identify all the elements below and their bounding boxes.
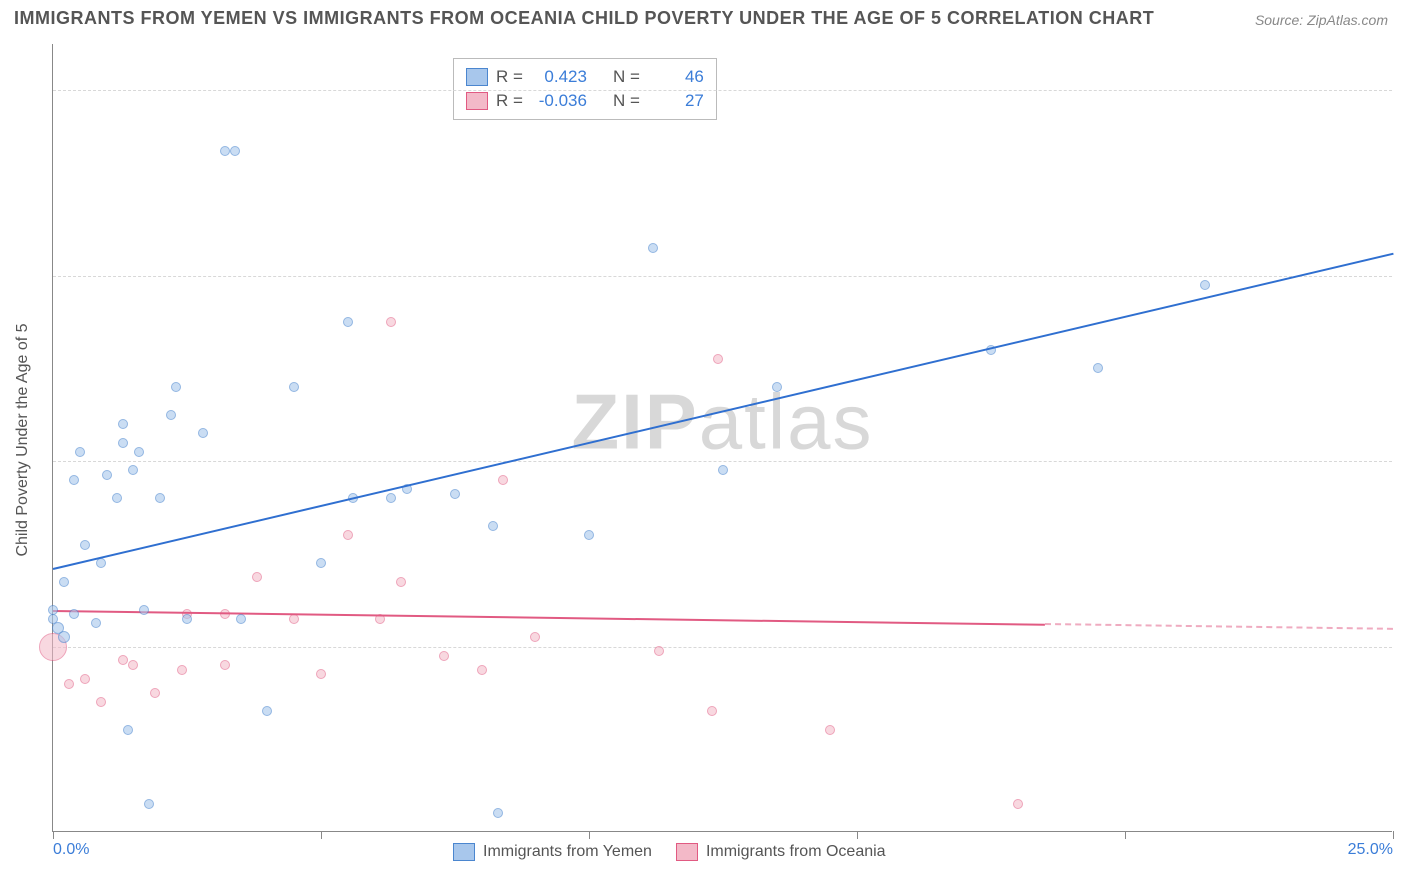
yemen-point xyxy=(316,558,326,568)
oceania-point xyxy=(118,655,128,665)
yemen-point xyxy=(772,382,782,392)
oceania-point xyxy=(128,660,138,670)
swatch-oceania xyxy=(466,92,488,110)
gridline-h xyxy=(53,461,1392,462)
yemen-point xyxy=(59,577,69,587)
yemen-point xyxy=(134,447,144,457)
yemen-point xyxy=(155,493,165,503)
yemen-point xyxy=(584,530,594,540)
x-tick xyxy=(1125,831,1126,839)
yemen-point xyxy=(58,631,70,643)
yemen-point xyxy=(118,438,128,448)
yemen-point xyxy=(450,489,460,499)
oceania-point xyxy=(654,646,664,656)
yemen-point xyxy=(493,808,503,818)
yemen-point xyxy=(1093,363,1103,373)
yemen-point xyxy=(69,609,79,619)
oceania-trendline xyxy=(1045,623,1393,630)
y-tick-label: 20.0% xyxy=(1397,638,1406,656)
stats-row-yemen: R = 0.423 N = 46 xyxy=(466,65,704,89)
plot-area: ZIPatlas R = 0.423 N = 46 R = -0.036 N =… xyxy=(52,44,1392,832)
oceania-point xyxy=(252,572,262,582)
bottom-legend: Immigrants from Yemen Immigrants from Oc… xyxy=(453,843,886,861)
y-tick-label: 60.0% xyxy=(1397,267,1406,285)
x-tick-label: 0.0% xyxy=(53,841,89,859)
yemen-point xyxy=(220,146,230,156)
oceania-point xyxy=(343,530,353,540)
y-axis-label: Child Poverty Under the Age of 5 xyxy=(14,323,32,556)
y-tick-label: 80.0% xyxy=(1397,81,1406,99)
oceania-point xyxy=(150,688,160,698)
x-tick xyxy=(589,831,590,839)
watermark: ZIPatlas xyxy=(571,376,873,467)
stats-row-oceania: R = -0.036 N = 27 xyxy=(466,89,704,113)
legend-item-yemen: Immigrants from Yemen xyxy=(453,843,652,861)
x-tick xyxy=(321,831,322,839)
y-tick-label: 40.0% xyxy=(1397,452,1406,470)
oceania-point xyxy=(220,660,230,670)
yemen-trendline xyxy=(53,253,1393,570)
oceania-point xyxy=(825,725,835,735)
yemen-point xyxy=(198,428,208,438)
yemen-point xyxy=(166,410,176,420)
oceania-point xyxy=(316,669,326,679)
yemen-point xyxy=(123,725,133,735)
oceania-point xyxy=(498,475,508,485)
oceania-point xyxy=(64,679,74,689)
yemen-point xyxy=(80,540,90,550)
oceania-point xyxy=(177,665,187,675)
oceania-trendline xyxy=(53,610,1045,626)
yemen-point xyxy=(171,382,181,392)
x-tick-label: 25.0% xyxy=(1348,841,1393,859)
oceania-point xyxy=(396,577,406,587)
x-tick xyxy=(53,831,54,839)
yemen-point xyxy=(230,146,240,156)
oceania-point xyxy=(386,317,396,327)
yemen-point xyxy=(343,317,353,327)
oceania-point xyxy=(530,632,540,642)
oceania-point xyxy=(1013,799,1023,809)
yemen-point xyxy=(488,521,498,531)
oceania-point xyxy=(477,665,487,675)
x-tick xyxy=(1393,831,1394,839)
yemen-point xyxy=(96,558,106,568)
legend-item-oceania: Immigrants from Oceania xyxy=(676,843,886,861)
yemen-point xyxy=(128,465,138,475)
yemen-point xyxy=(236,614,246,624)
stats-legend-box: R = 0.423 N = 46 R = -0.036 N = 27 xyxy=(453,58,717,120)
chart-container: IMMIGRANTS FROM YEMEN VS IMMIGRANTS FROM… xyxy=(0,0,1406,892)
oceania-point xyxy=(439,651,449,661)
yemen-point xyxy=(139,605,149,615)
swatch-oceania xyxy=(676,843,698,861)
x-tick xyxy=(857,831,858,839)
yemen-point xyxy=(1200,280,1210,290)
yemen-point xyxy=(144,799,154,809)
yemen-point xyxy=(69,475,79,485)
yemen-point xyxy=(182,614,192,624)
yemen-point xyxy=(386,493,396,503)
yemen-point xyxy=(262,706,272,716)
oceania-point xyxy=(713,354,723,364)
chart-title: IMMIGRANTS FROM YEMEN VS IMMIGRANTS FROM… xyxy=(14,8,1154,29)
oceania-point xyxy=(707,706,717,716)
yemen-point xyxy=(75,447,85,457)
gridline-h xyxy=(53,276,1392,277)
oceania-point xyxy=(80,674,90,684)
yemen-point xyxy=(648,243,658,253)
oceania-point xyxy=(96,697,106,707)
gridline-h xyxy=(53,90,1392,91)
yemen-point xyxy=(118,419,128,429)
yemen-point xyxy=(289,382,299,392)
swatch-yemen xyxy=(466,68,488,86)
yemen-point xyxy=(91,618,101,628)
yemen-point xyxy=(102,470,112,480)
swatch-yemen xyxy=(453,843,475,861)
source-attribution: Source: ZipAtlas.com xyxy=(1255,12,1388,28)
gridline-h xyxy=(53,647,1392,648)
yemen-point xyxy=(112,493,122,503)
yemen-point xyxy=(718,465,728,475)
